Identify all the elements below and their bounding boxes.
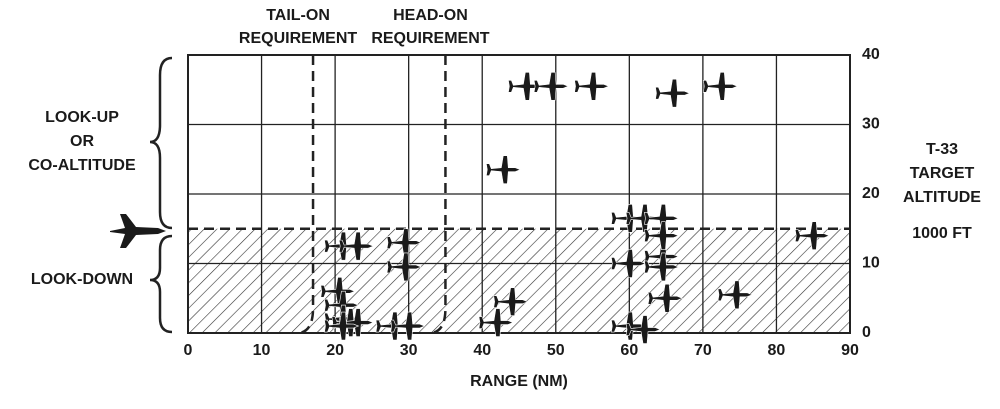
requirement-label: REQUIREMENT bbox=[239, 30, 357, 47]
aircraft-point bbox=[644, 221, 680, 250]
x-tick-label: 20 bbox=[326, 342, 344, 359]
plot-border bbox=[187, 54, 851, 334]
x-tick-label: 30 bbox=[400, 342, 418, 359]
aircraft-point bbox=[644, 252, 680, 282]
region-label: CO-ALTITUDE bbox=[28, 157, 136, 174]
aircraft-point bbox=[324, 311, 360, 341]
region-label: OR bbox=[70, 133, 94, 150]
y-axis-label: T-33 bbox=[926, 141, 958, 158]
aircraft-point bbox=[610, 249, 647, 278]
y-axis-label: TARGET bbox=[910, 165, 975, 182]
x-tick-label: 70 bbox=[694, 342, 712, 359]
requirement-label: HEAD-ON bbox=[393, 7, 468, 24]
x-tick-label: 80 bbox=[768, 342, 786, 359]
requirement-label: TAIL-ON bbox=[266, 7, 330, 24]
aircraft-point bbox=[702, 71, 739, 101]
requirement-label: REQUIREMENT bbox=[371, 30, 489, 47]
x-tick-label: 60 bbox=[620, 342, 638, 359]
aircraft-point bbox=[625, 315, 661, 344]
look-down-region bbox=[188, 228, 850, 333]
x-tick-label: 90 bbox=[841, 342, 859, 359]
brace-upper bbox=[149, 56, 173, 230]
fighter-icon bbox=[110, 214, 166, 248]
brace-lower bbox=[149, 234, 173, 334]
x-tick-label: 0 bbox=[184, 342, 193, 359]
aircraft-point bbox=[485, 155, 522, 184]
y-tick-label: 20 bbox=[862, 185, 880, 202]
aircraft-point bbox=[647, 283, 683, 313]
y-axis-label: 1000 FT bbox=[912, 225, 972, 242]
aircraft-point bbox=[493, 287, 529, 317]
y-axis-label: ALTITUDE bbox=[903, 189, 981, 206]
aircraft-point bbox=[338, 231, 374, 261]
x-tick-label: 50 bbox=[547, 342, 565, 359]
aircraft-point bbox=[794, 221, 831, 250]
x-tick-label: 40 bbox=[473, 342, 491, 359]
aircraft-point bbox=[390, 311, 426, 341]
aircraft-point bbox=[717, 280, 753, 310]
y-tick-label: 10 bbox=[862, 255, 880, 272]
aircraft-point bbox=[478, 308, 514, 337]
aircraft-point bbox=[533, 71, 569, 101]
aircraft-point bbox=[508, 71, 544, 101]
y-tick-label: 30 bbox=[862, 116, 880, 133]
y-tick-label: 40 bbox=[862, 46, 880, 63]
y-tick-label: 0 bbox=[862, 324, 871, 341]
aircraft-point bbox=[574, 71, 610, 101]
aircraft-point bbox=[655, 78, 691, 108]
region-label: LOOK-UP bbox=[45, 109, 119, 126]
region-label: LOOK-DOWN bbox=[31, 271, 133, 288]
x-tick-label: 10 bbox=[253, 342, 271, 359]
aircraft-point bbox=[386, 252, 422, 282]
x-axis-label: RANGE (NM) bbox=[470, 373, 568, 390]
